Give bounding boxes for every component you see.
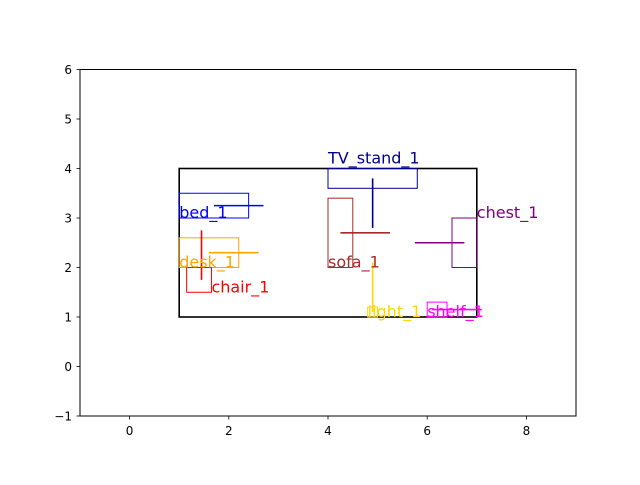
bed-1-label: bed_1 (179, 203, 227, 223)
chair-1-label: chair_1 (211, 277, 269, 297)
y-tick-label: 3 (64, 212, 72, 226)
x-tick-label: 6 (423, 424, 431, 438)
tv-stand-1-label: TV_stand_1 (327, 149, 420, 169)
y-tick-label: 2 (64, 261, 72, 275)
chair-1-box (186, 267, 212, 293)
sofa-1-label: sofa_1 (328, 253, 380, 273)
y-tick-label: 4 (64, 162, 72, 176)
y-tick-label: 6 (64, 63, 72, 77)
y-tick-label: 5 (64, 113, 72, 127)
x-tick-label: 4 (324, 424, 332, 438)
light-1-label: light_1 (368, 302, 422, 322)
x-tick-label: 8 (523, 424, 531, 438)
label-layer: TV_stand_1 bed_1 chest_1 sofa_1 desk_1 chair_… (179, 149, 538, 322)
object-layer (178, 167, 482, 318)
tick-layer: 0 2 4 6 8 −1 0 1 2 3 4 5 6 (54, 63, 530, 438)
desk-1-label: desk_1 (179, 253, 235, 273)
y-tick-label: −1 (54, 410, 72, 424)
y-tick-label: 0 (64, 360, 72, 374)
y-tick-label: 1 (64, 311, 72, 325)
x-tick-label: 0 (126, 424, 134, 438)
shelf-1-label: shelf_1 (427, 302, 484, 322)
x-tick-label: 2 (225, 424, 233, 438)
chest-1-label: chest_1 (477, 203, 539, 223)
